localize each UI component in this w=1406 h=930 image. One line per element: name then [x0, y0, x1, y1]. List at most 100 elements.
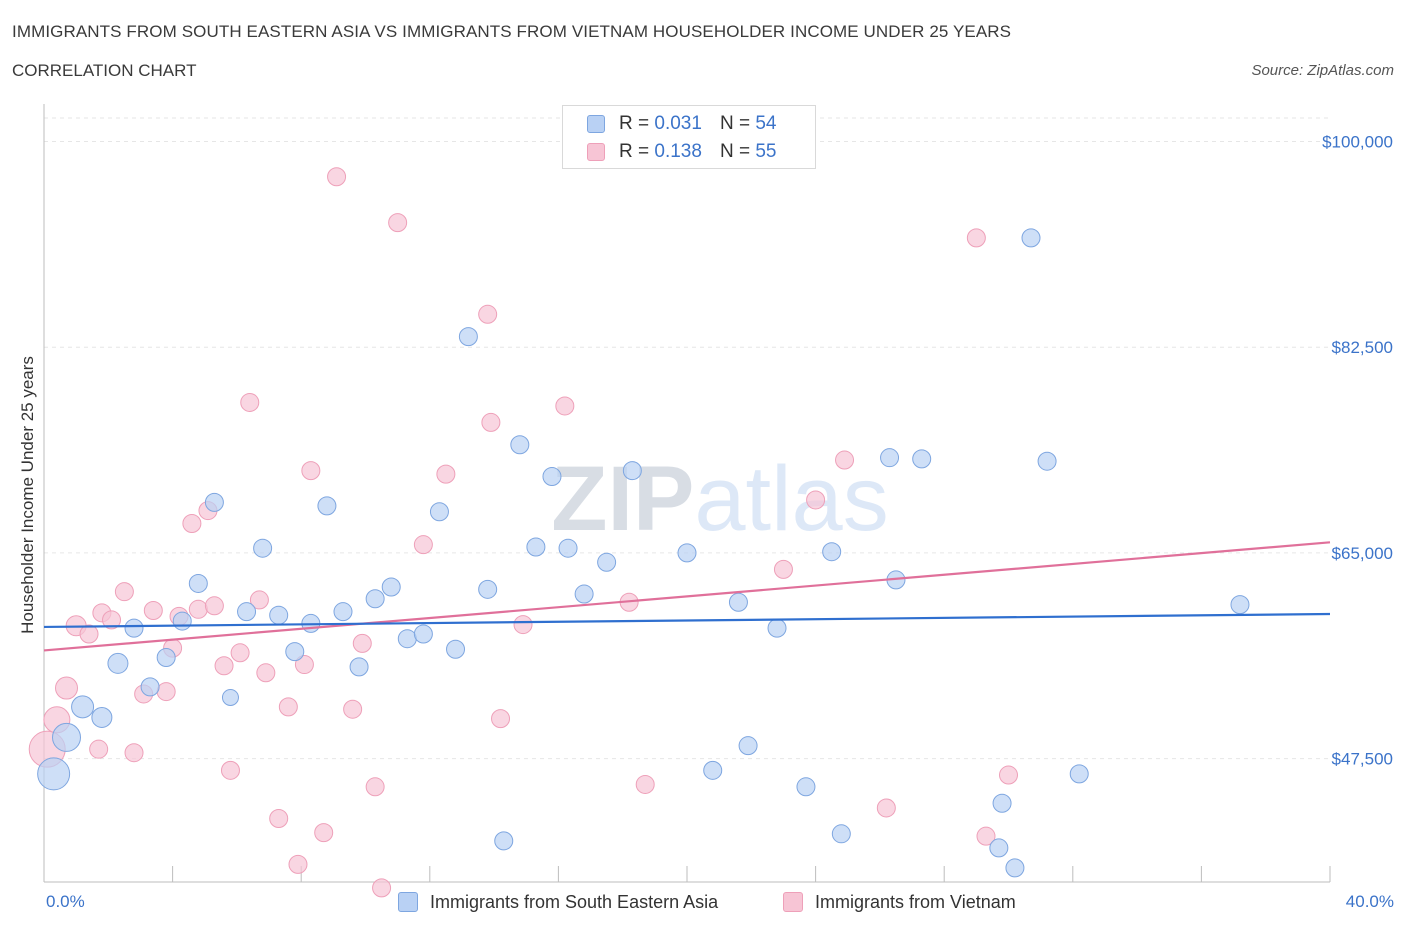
data-point-sea — [1069, 764, 1089, 784]
data-point-vietnam — [365, 777, 385, 797]
data-point-sea — [880, 448, 900, 468]
data-point-sea — [381, 577, 401, 597]
bottom-legend-vietnam: Immigrants from Vietnam — [783, 890, 1016, 914]
data-point-vietnam — [182, 514, 202, 534]
data-point-vietnam — [388, 213, 408, 233]
data-point-sea — [796, 777, 816, 797]
data-point-vietnam — [966, 228, 986, 248]
data-point-vietnam — [230, 643, 250, 663]
data-point-sea — [912, 449, 932, 469]
data-point-vietnam — [79, 624, 99, 644]
data-point-vietnam — [343, 699, 363, 719]
legend-n-value: 54 — [755, 113, 777, 134]
data-point-vietnam — [555, 396, 575, 416]
data-point-vietnam — [413, 535, 433, 555]
data-point-sea — [494, 831, 514, 851]
chart-title: IMMIGRANTS FROM SOUTH EASTERN ASIA VS IM… — [12, 22, 1012, 41]
data-point-sea — [822, 542, 842, 562]
data-point-vietnam — [269, 809, 289, 829]
watermark-atlas: atlas — [694, 448, 888, 550]
data-point-vietnam — [491, 709, 511, 729]
legend-row-sea: R = 0.031 N = 54 — [587, 112, 776, 136]
data-point-vietnam — [124, 743, 144, 763]
bottom-legend-swatch-vietnam — [783, 892, 803, 912]
bottom-legend-label-vietnam: Immigrants from Vietnam — [815, 891, 1016, 912]
data-point-vietnam — [352, 633, 372, 653]
stats-legend: R = 0.031 N = 54 R = 0.138 N = 55 — [562, 105, 816, 169]
data-point-vietnam — [114, 582, 134, 602]
data-point-vietnam — [513, 615, 533, 635]
data-point-sea — [397, 629, 417, 649]
data-point-sea — [526, 537, 546, 557]
legend-swatch-sea — [587, 115, 605, 133]
data-point-vietnam — [635, 774, 655, 794]
data-point-vietnam — [220, 760, 240, 780]
data-point-vietnam — [143, 600, 163, 620]
data-point-vietnam — [301, 461, 321, 481]
data-point-sea — [510, 435, 530, 455]
data-point-vietnam — [249, 590, 269, 610]
data-point-sea — [91, 706, 113, 728]
legend-r-value: 0.138 — [654, 141, 702, 162]
legend-r-value: 0.031 — [654, 113, 702, 134]
data-point-sea — [124, 618, 144, 638]
series-vietnam-points — [28, 167, 1018, 898]
data-point-vietnam — [314, 823, 334, 843]
data-point-sea — [188, 573, 208, 593]
data-point-vietnam — [976, 826, 996, 846]
data-point-vietnam — [327, 167, 347, 187]
data-point-sea — [738, 736, 758, 756]
data-point-sea — [767, 618, 787, 638]
bottom-legend-sea: Immigrants from South Eastern Asia — [398, 890, 718, 914]
trend-lines — [43, 541, 1331, 652]
y-tick-label: $47,500 — [1332, 750, 1393, 769]
data-point-vietnam — [773, 559, 793, 579]
chart-subtitle: CORRELATION CHART — [12, 61, 197, 80]
data-point-vietnam — [288, 854, 308, 874]
data-point-sea — [365, 589, 385, 609]
data-point-sea — [285, 642, 305, 662]
data-point-sea — [156, 648, 176, 668]
trend-line-vietnam — [43, 541, 1331, 652]
data-point-sea — [597, 552, 617, 572]
series-sea-points — [37, 228, 1250, 878]
data-point-vietnam — [806, 490, 826, 510]
data-point-vietnam — [478, 304, 498, 324]
watermark-zip: ZIP — [551, 448, 694, 550]
data-point-vietnam — [481, 412, 501, 432]
data-point-sea — [542, 466, 562, 486]
data-point-sea — [317, 496, 337, 516]
legend-row-vietnam: R = 0.138 N = 55 — [587, 140, 776, 164]
data-point-sea — [677, 543, 697, 563]
data-point-vietnam — [835, 450, 855, 470]
data-point-sea — [37, 757, 71, 791]
data-point-sea — [269, 605, 289, 625]
data-point-vietnam — [294, 655, 314, 675]
legend-n-value: 55 — [755, 141, 777, 162]
data-point-sea — [204, 492, 224, 512]
data-point-sea — [349, 657, 369, 677]
data-point-sea — [703, 760, 723, 780]
y-tick-label: $65,000 — [1332, 544, 1393, 563]
data-point-sea — [52, 722, 82, 752]
data-point-sea — [237, 602, 257, 622]
legend-n-label: N = — [719, 113, 751, 134]
y-tick-label: $82,500 — [1332, 338, 1393, 357]
data-point-vietnam — [256, 663, 276, 683]
data-point-vietnam — [204, 596, 224, 616]
legend-r-label: R = — [619, 141, 650, 162]
data-point-vietnam — [188, 599, 208, 619]
data-point-sea — [221, 688, 239, 706]
y-tick-labels: $100,000 $82,500 $65,000 $47,500 — [1322, 133, 1393, 769]
data-point-sea — [989, 838, 1009, 858]
data-point-vietnam — [999, 765, 1018, 785]
data-point-sea — [574, 584, 594, 604]
x-tick-max: 40.0% — [1345, 892, 1394, 911]
bottom-legend-swatch-sea — [398, 892, 418, 912]
data-point-vietnam — [278, 697, 298, 717]
data-point-vietnam — [214, 656, 234, 676]
data-point-vietnam — [436, 464, 456, 484]
data-point-sea — [71, 695, 95, 719]
data-point-sea — [446, 639, 466, 659]
data-point-vietnam — [156, 682, 176, 702]
